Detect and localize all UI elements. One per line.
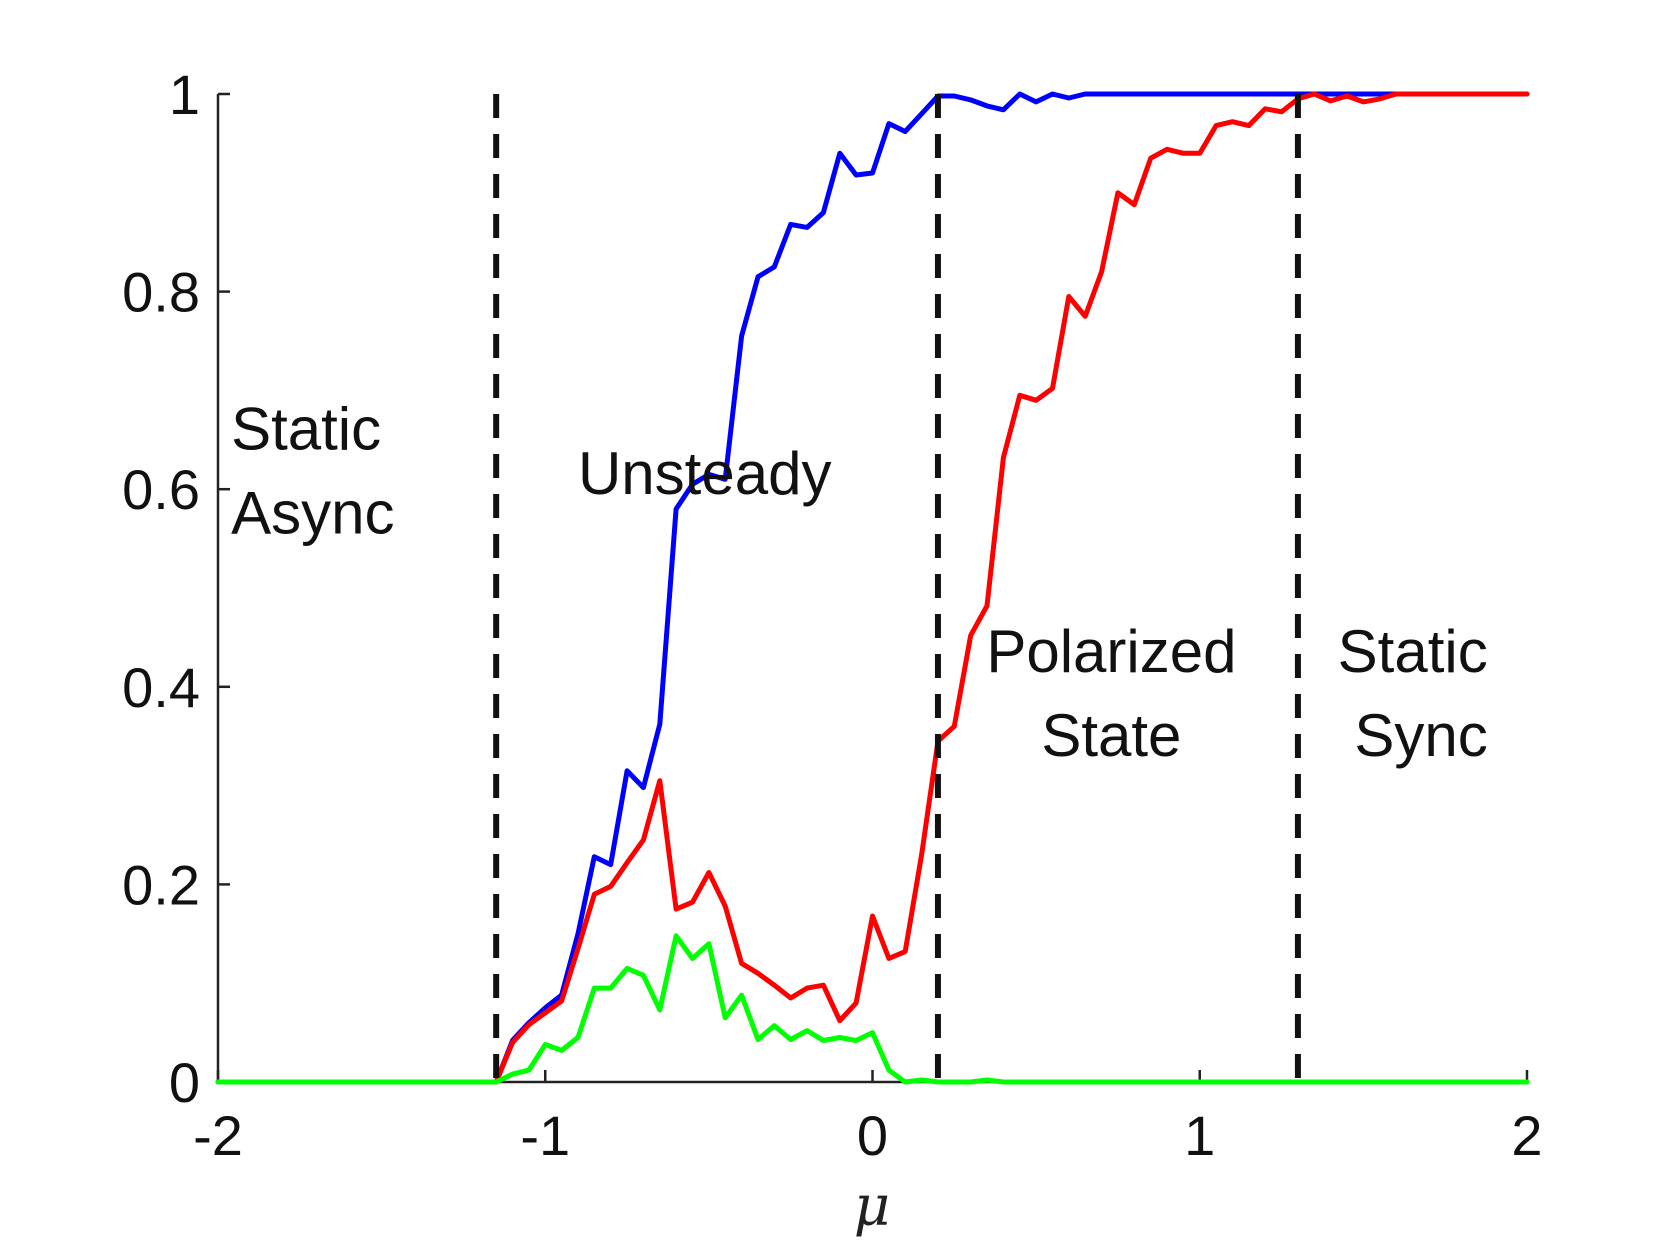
region-label: Static bbox=[1338, 618, 1488, 685]
x-tick-label: -2 bbox=[193, 1104, 243, 1167]
x-tick-label: -1 bbox=[520, 1104, 570, 1167]
y-tick-label: 1 bbox=[169, 63, 200, 126]
y-tick-label: 0.4 bbox=[122, 656, 200, 719]
region-label: Static bbox=[231, 396, 381, 463]
x-ticks: -2 -1 0 1 2 bbox=[193, 1070, 1543, 1167]
series-line-3 bbox=[215, 933, 1530, 1085]
region-label: Polarized bbox=[986, 618, 1236, 685]
region-label: Async bbox=[231, 480, 394, 547]
y-tick-label: 0.6 bbox=[122, 458, 200, 521]
x-tick-label: 0 bbox=[857, 1104, 888, 1167]
x-axis-label: μ bbox=[854, 1174, 890, 1239]
series-layer bbox=[215, 91, 1530, 1085]
y-tick-label: 0.2 bbox=[122, 853, 200, 916]
series-line-2 bbox=[215, 91, 1530, 1085]
axes bbox=[216, 94, 1527, 1084]
region-labels: Static Async Unsteady Polarized State Static S… bbox=[231, 396, 1488, 769]
y-tick-label: 0 bbox=[169, 1051, 200, 1114]
region-label: State bbox=[1041, 702, 1181, 769]
region-label: Unsteady bbox=[578, 440, 831, 507]
region-boundaries bbox=[493, 94, 1301, 1082]
series-line-1 bbox=[215, 91, 1530, 1085]
region-label: Sync bbox=[1354, 702, 1487, 769]
y-tick-label: 0.8 bbox=[122, 261, 200, 324]
y-ticks: 0 0.2 0.4 0.6 0.8 1 bbox=[122, 63, 230, 1114]
x-tick-label: 2 bbox=[1511, 1104, 1542, 1167]
x-tick-label: 1 bbox=[1184, 1104, 1215, 1167]
